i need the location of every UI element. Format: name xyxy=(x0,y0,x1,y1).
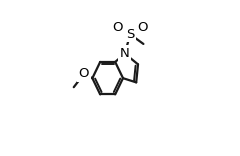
Text: S: S xyxy=(126,28,134,41)
Text: O: O xyxy=(112,21,123,34)
Text: N: N xyxy=(120,47,130,60)
Text: O: O xyxy=(79,68,89,80)
Text: O: O xyxy=(138,21,148,34)
